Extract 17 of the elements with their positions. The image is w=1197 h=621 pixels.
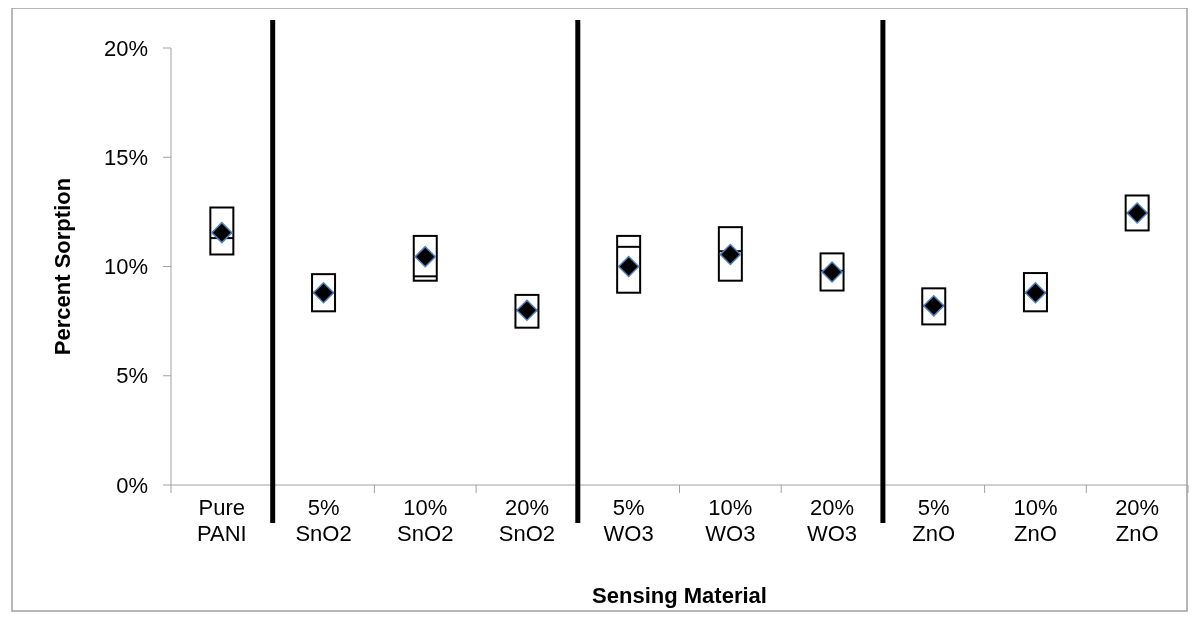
x-tick-label: 20% WO3 bbox=[806, 495, 858, 546]
y-tick-label: 20% bbox=[103, 35, 148, 61]
x-tick-label: 10% SnO2 bbox=[397, 495, 454, 546]
x-tick-label: 10% WO3 bbox=[705, 495, 756, 546]
x-tick-label: Pure PANI bbox=[196, 495, 247, 546]
x-tick-label: 10% ZnO bbox=[1013, 495, 1058, 546]
x-tick-label: 5% ZnO bbox=[912, 495, 956, 546]
x-tick-label: 5% WO3 bbox=[603, 495, 654, 546]
x-tick-label: 5% SnO2 bbox=[295, 495, 352, 546]
y-axis-title: Percent Sorption bbox=[50, 177, 75, 356]
y-tick-label: 15% bbox=[103, 144, 148, 170]
x-axis-title: Sensing Material bbox=[592, 583, 767, 608]
y-tick-label: 0% bbox=[116, 472, 148, 498]
y-tick-label: 10% bbox=[103, 254, 148, 280]
x-tick-label: 20% ZnO bbox=[1115, 495, 1160, 546]
x-tick-label: 20% SnO2 bbox=[498, 495, 556, 546]
y-tick-label: 5% bbox=[116, 363, 148, 389]
